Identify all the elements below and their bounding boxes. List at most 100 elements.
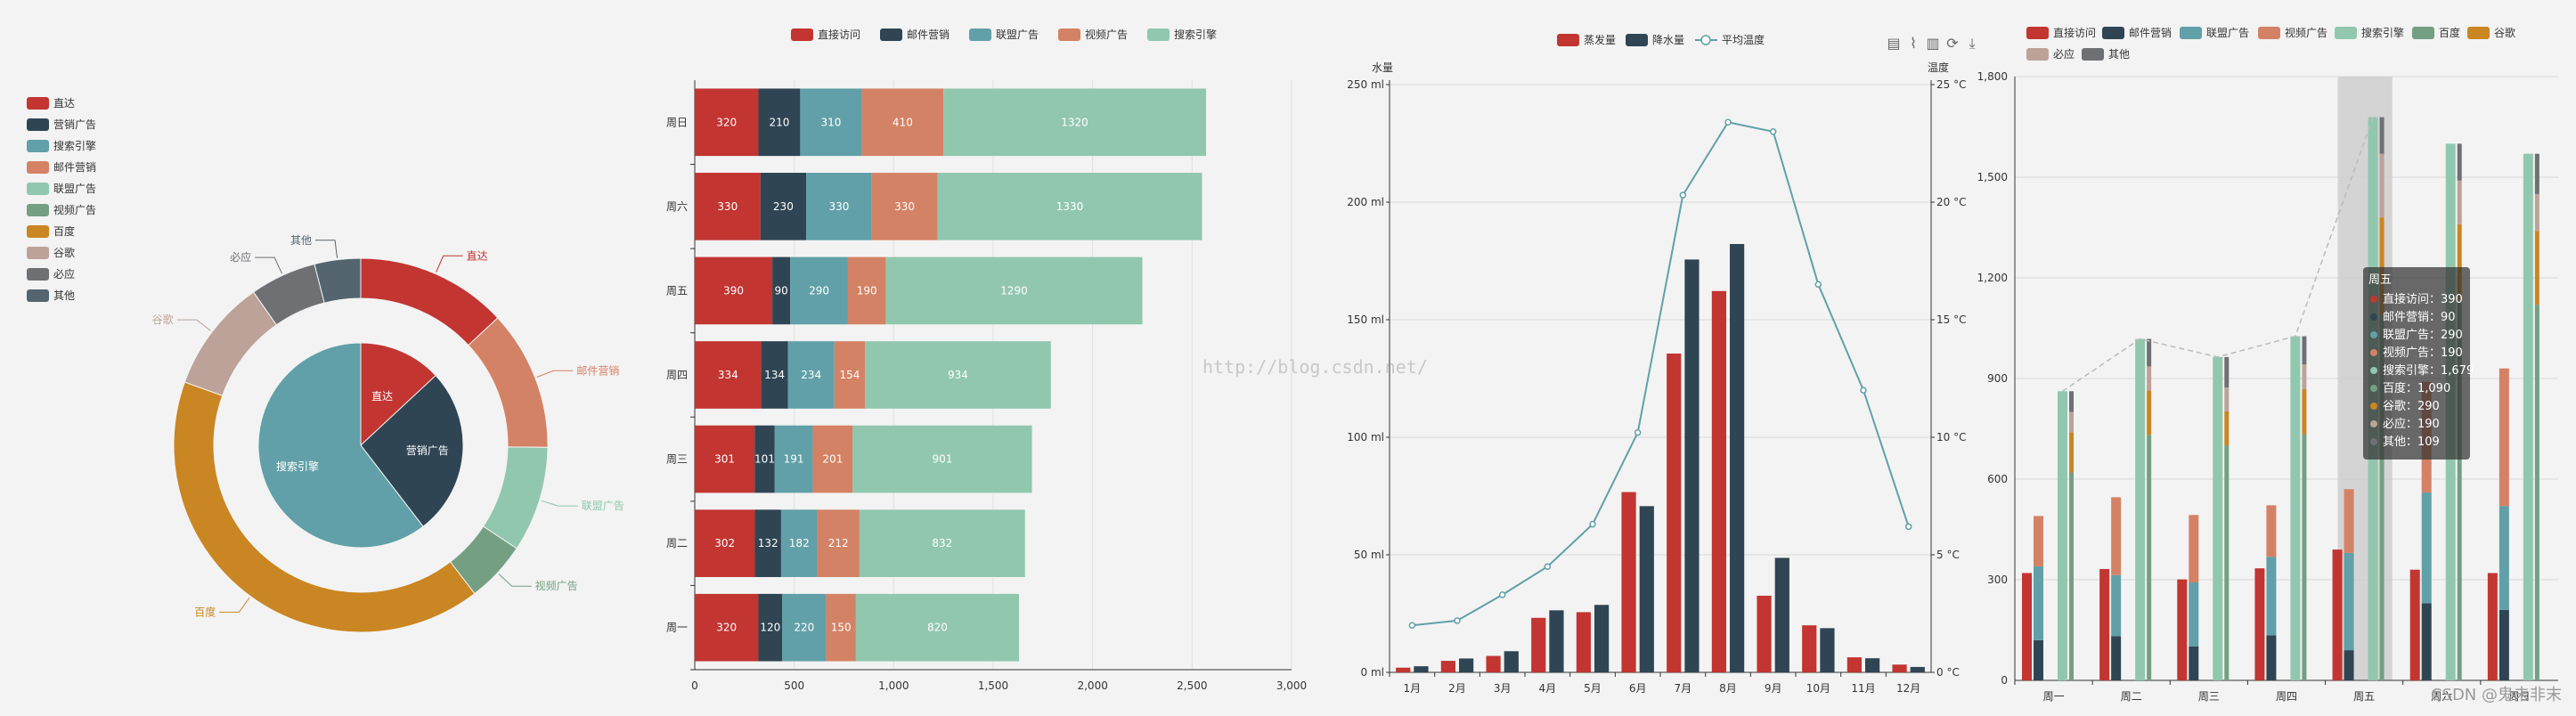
precipitation-bar[interactable] bbox=[1459, 658, 1474, 672]
search-engine-bar[interactable] bbox=[2213, 356, 2223, 680]
direct-bar[interactable] bbox=[2099, 568, 2110, 680]
search-stack-segment[interactable] bbox=[2069, 432, 2074, 473]
hbar-segment[interactable]: 191 bbox=[774, 425, 813, 493]
precipitation-bar[interactable] bbox=[1594, 605, 1610, 672]
outer-pie-slice[interactable]: 联盟广告 bbox=[482, 446, 624, 549]
direct-bar[interactable] bbox=[2022, 573, 2032, 680]
pie-legend-item[interactable]: 谷歌 bbox=[27, 246, 75, 259]
precipitation-bar[interactable] bbox=[1865, 658, 1880, 672]
search-stack-segment[interactable] bbox=[2147, 338, 2152, 367]
hbar-legend-item[interactable]: 联盟广告 bbox=[969, 28, 1039, 41]
hbar-segment[interactable]: 190 bbox=[847, 256, 886, 325]
hbar-segment[interactable]: 334 bbox=[695, 341, 762, 409]
search-engine-bar[interactable] bbox=[2058, 391, 2067, 680]
direct-bar[interactable] bbox=[2409, 569, 2420, 680]
outer-pie-slice[interactable]: 直达 bbox=[360, 249, 499, 346]
inner-pie-slice[interactable]: 直达 bbox=[360, 342, 436, 447]
hbar-segment[interactable]: 330 bbox=[871, 173, 938, 240]
temperature-point[interactable] bbox=[1498, 591, 1506, 598]
precipitation-bar[interactable] bbox=[1504, 651, 1519, 672]
search-stack-segment[interactable] bbox=[2224, 411, 2230, 445]
hbar-segment[interactable]: 132 bbox=[754, 509, 781, 577]
stack-legend-item[interactable]: 百度 bbox=[2412, 26, 2460, 39]
outer-pie-slice[interactable]: 百度 bbox=[173, 381, 476, 633]
search-stack-segment[interactable] bbox=[2147, 390, 2152, 435]
temperature-point[interactable] bbox=[1589, 520, 1596, 528]
temperature-point[interactable] bbox=[1408, 622, 1416, 629]
search-stack-segment[interactable] bbox=[2302, 434, 2307, 680]
hbar-legend-item[interactable]: 搜索引擎 bbox=[1147, 28, 1217, 41]
precipitation-bar[interactable] bbox=[1684, 259, 1700, 672]
pie-legend-item[interactable]: 直达 bbox=[27, 97, 75, 110]
hbar-segment[interactable]: 410 bbox=[861, 88, 944, 157]
search-stack-segment[interactable] bbox=[2069, 472, 2074, 680]
search-engine-bar[interactable] bbox=[2290, 336, 2301, 680]
hbar-segment[interactable]: 901 bbox=[852, 425, 1032, 493]
ad-stack-segment[interactable] bbox=[2421, 603, 2432, 680]
ad-stack-segment[interactable] bbox=[2499, 506, 2509, 610]
outer-pie-slice[interactable]: 邮件营销 bbox=[468, 317, 620, 448]
evaporation-bar[interactable] bbox=[1440, 661, 1455, 672]
hbar-segment[interactable]: 1320 bbox=[943, 88, 1206, 157]
rain-legend-item[interactable]: 蒸发量 bbox=[1557, 33, 1616, 46]
outer-pie-slice[interactable]: 其他 bbox=[290, 234, 362, 304]
precipitation-bar[interactable] bbox=[1910, 666, 1925, 672]
rain-legend-item[interactable]: 降水量 bbox=[1626, 34, 1684, 46]
search-engine-bar[interactable] bbox=[2523, 153, 2533, 681]
hbar-segment[interactable]: 1330 bbox=[937, 173, 1202, 240]
search-stack-segment[interactable] bbox=[2069, 391, 2074, 412]
search-stack-segment[interactable] bbox=[2147, 435, 2152, 680]
direct-bar[interactable] bbox=[2332, 549, 2343, 680]
search-stack-segment[interactable] bbox=[2534, 193, 2539, 232]
stack-legend-item[interactable]: 联盟广告 bbox=[2180, 27, 2249, 39]
search-stack-segment[interactable] bbox=[2457, 180, 2462, 224]
precipitation-bar[interactable] bbox=[1414, 666, 1429, 672]
download-icon[interactable]: ⤓ bbox=[1969, 35, 1975, 52]
stack-legend-item[interactable]: 谷歌 bbox=[2467, 26, 2515, 39]
ad-stack-segment[interactable] bbox=[2266, 635, 2277, 680]
search-stack-segment[interactable] bbox=[2379, 314, 2384, 680]
search-stack-segment[interactable] bbox=[2379, 153, 2384, 218]
search-stack-segment[interactable] bbox=[2302, 389, 2307, 435]
pie-legend-item[interactable]: 必应 bbox=[27, 267, 75, 281]
hbar-segment[interactable]: 390 bbox=[695, 256, 773, 325]
hbar-segment[interactable]: 120 bbox=[758, 593, 783, 662]
ad-stack-segment[interactable] bbox=[2189, 582, 2199, 647]
hbar-segment[interactable]: 330 bbox=[806, 173, 872, 240]
search-stack-segment[interactable] bbox=[2069, 411, 2074, 433]
hbar-segment[interactable]: 301 bbox=[695, 425, 755, 493]
direct-bar[interactable] bbox=[2177, 579, 2188, 680]
pie-legend-item[interactable]: 邮件营销 bbox=[27, 161, 96, 174]
ad-stack-segment[interactable] bbox=[2344, 489, 2354, 553]
hbar-segment[interactable]: 290 bbox=[790, 256, 848, 325]
ad-stack-segment[interactable] bbox=[2344, 650, 2354, 680]
ad-stack-segment[interactable] bbox=[2189, 515, 2199, 583]
search-stack-segment[interactable] bbox=[2147, 366, 2152, 391]
stack-legend-item[interactable]: 搜索引擎 bbox=[2335, 26, 2404, 39]
hbar-segment[interactable]: 230 bbox=[760, 173, 807, 240]
pie-legend-item[interactable]: 联盟广告 bbox=[27, 183, 96, 195]
inner-pie-slice[interactable]: 搜索引擎 bbox=[257, 342, 424, 549]
temperature-point[interactable] bbox=[1769, 128, 1777, 135]
ad-stack-segment[interactable] bbox=[2499, 609, 2509, 680]
hbar-segment[interactable]: 1290 bbox=[885, 256, 1143, 325]
ad-stack-segment[interactable] bbox=[2421, 492, 2432, 604]
search-stack-segment[interactable] bbox=[2302, 336, 2307, 365]
pie-legend-item[interactable]: 视频广告 bbox=[27, 203, 96, 216]
temperature-point[interactable] bbox=[1814, 281, 1822, 289]
ad-stack-segment[interactable] bbox=[2266, 505, 2277, 557]
evaporation-bar[interactable] bbox=[1486, 655, 1501, 672]
hbar-segment[interactable]: 154 bbox=[834, 341, 866, 409]
outer-pie-slice[interactable]: 谷歌 bbox=[152, 291, 278, 396]
search-stack-segment[interactable] bbox=[2224, 444, 2230, 680]
search-stack-segment[interactable] bbox=[2302, 364, 2307, 390]
evaporation-bar[interactable] bbox=[1892, 664, 1907, 672]
ad-stack-segment[interactable] bbox=[2266, 557, 2277, 636]
pie-legend-item[interactable]: 其他 bbox=[27, 289, 75, 302]
stack-legend-item[interactable]: 直接访问 bbox=[2026, 26, 2096, 39]
search-stack-segment[interactable] bbox=[2379, 217, 2384, 315]
hbar-segment[interactable]: 134 bbox=[761, 341, 788, 409]
evaporation-bar[interactable] bbox=[1757, 595, 1772, 672]
direct-bar[interactable] bbox=[2254, 568, 2265, 680]
hbar-segment[interactable]: 320 bbox=[695, 88, 759, 157]
